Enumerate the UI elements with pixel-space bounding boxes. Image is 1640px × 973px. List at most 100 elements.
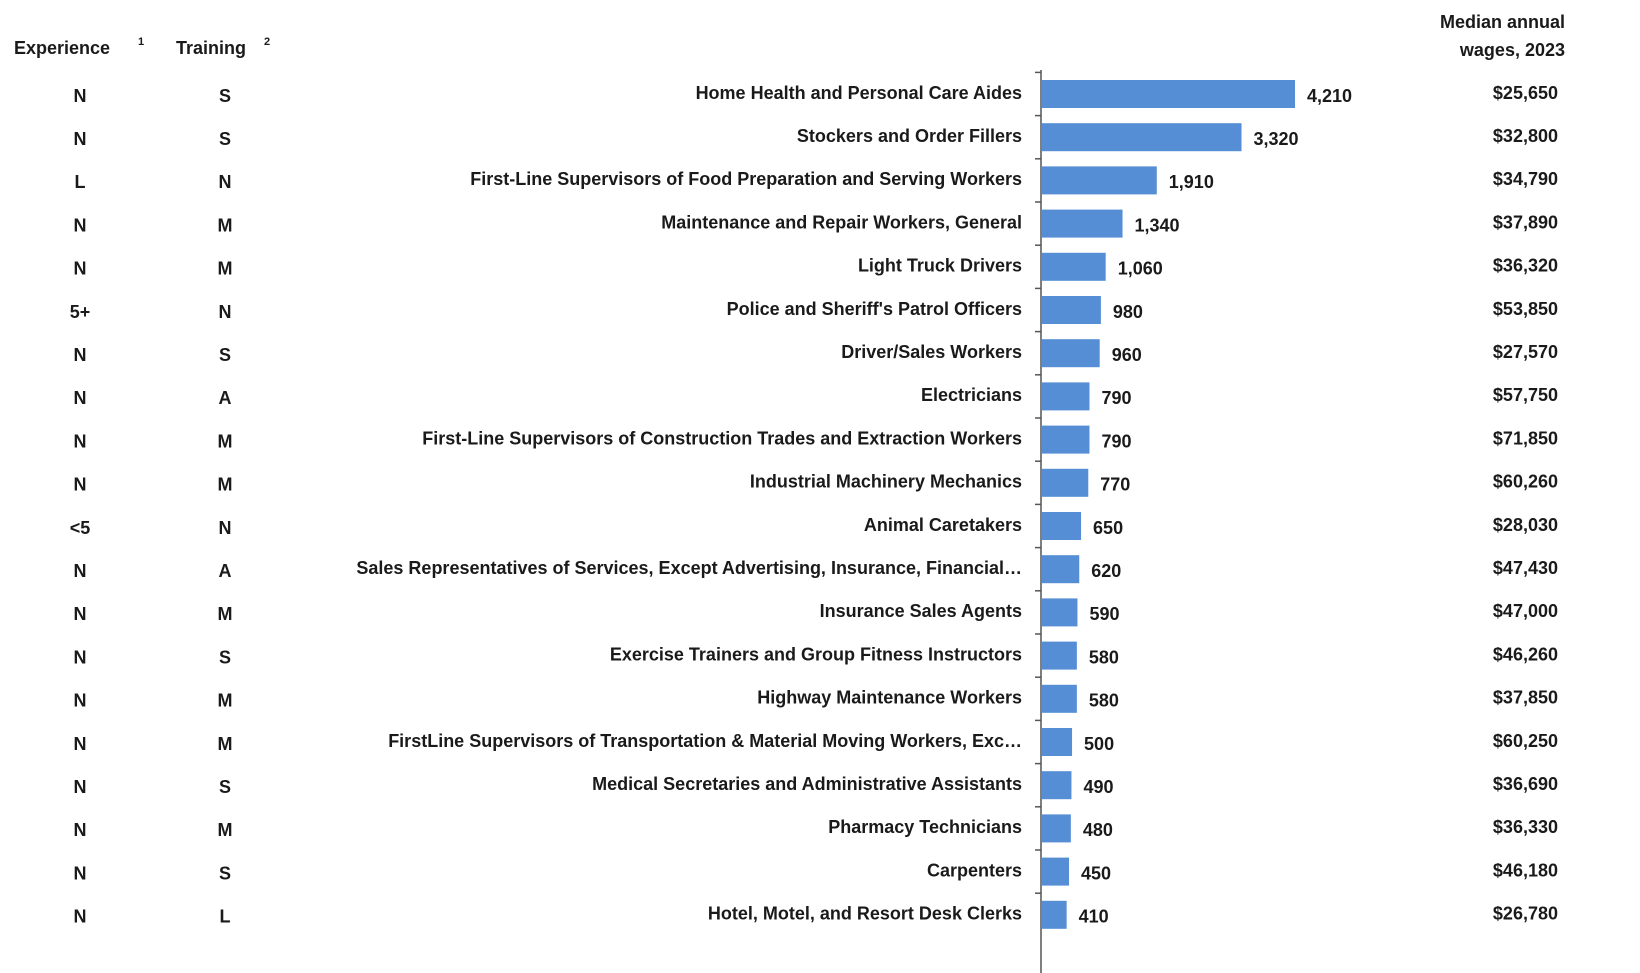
category-label: Animal Caretakers bbox=[864, 515, 1022, 535]
experience: N bbox=[74, 475, 87, 495]
bar bbox=[1042, 771, 1072, 800]
training: N bbox=[219, 518, 232, 538]
training: M bbox=[218, 259, 233, 279]
wage: $37,890 bbox=[1493, 212, 1558, 232]
experience: N bbox=[74, 259, 87, 279]
value-label: 790 bbox=[1101, 388, 1131, 408]
wage: $26,780 bbox=[1493, 904, 1558, 924]
training: M bbox=[218, 691, 233, 711]
training: L bbox=[220, 907, 231, 927]
training: M bbox=[218, 475, 233, 495]
bar bbox=[1042, 296, 1101, 324]
value-label: 4,210 bbox=[1307, 86, 1352, 106]
training: S bbox=[219, 863, 231, 883]
value-label: 1,060 bbox=[1118, 259, 1163, 279]
value-label: 480 bbox=[1083, 820, 1113, 840]
training: S bbox=[219, 129, 231, 149]
category-label: Electricians bbox=[921, 385, 1022, 405]
value-label: 3,320 bbox=[1254, 129, 1299, 149]
experience: N bbox=[74, 86, 87, 106]
wage: $37,850 bbox=[1493, 688, 1558, 708]
bar bbox=[1042, 166, 1157, 195]
category-label: Highway Maintenance Workers bbox=[757, 688, 1022, 708]
category-label: Carpenters bbox=[927, 860, 1022, 880]
value-label: 1,340 bbox=[1135, 215, 1180, 235]
bar bbox=[1042, 900, 1067, 929]
value-label: 980 bbox=[1113, 302, 1143, 322]
wage: $36,690 bbox=[1493, 774, 1558, 794]
bar bbox=[1042, 252, 1106, 281]
experience: N bbox=[74, 561, 87, 581]
experience-note: 1 bbox=[138, 36, 144, 48]
category-label: Driver/Sales Workers bbox=[841, 342, 1022, 362]
training: N bbox=[219, 302, 232, 322]
wage: $60,260 bbox=[1493, 472, 1558, 492]
value-label: 960 bbox=[1112, 345, 1142, 365]
experience: 5+ bbox=[70, 302, 91, 322]
value-label: 580 bbox=[1089, 647, 1119, 667]
experience: N bbox=[74, 734, 87, 754]
value-label: 1,910 bbox=[1169, 172, 1214, 192]
bar bbox=[1042, 641, 1077, 670]
experience: N bbox=[74, 907, 87, 927]
bar bbox=[1042, 598, 1078, 627]
bar bbox=[1042, 80, 1295, 108]
value-label: 590 bbox=[1089, 604, 1119, 624]
experience: N bbox=[74, 129, 87, 149]
training: S bbox=[219, 86, 231, 106]
category-label: Light Truck Drivers bbox=[858, 256, 1022, 276]
category-label: Sales Representatives of Services, Excep… bbox=[356, 558, 1022, 578]
training-note: 2 bbox=[264, 36, 270, 48]
category-label: Insurance Sales Agents bbox=[820, 601, 1022, 621]
training: S bbox=[219, 647, 231, 667]
wages-header: wages, 2023 bbox=[1459, 40, 1565, 60]
wage: $57,750 bbox=[1493, 385, 1558, 405]
experience: N bbox=[74, 215, 87, 235]
experience: N bbox=[74, 388, 87, 408]
category-label: Stockers and Order Fillers bbox=[797, 126, 1022, 146]
category-label: First-Line Supervisors of Construction T… bbox=[422, 428, 1022, 448]
bar bbox=[1042, 468, 1089, 497]
training: M bbox=[218, 734, 233, 754]
value-label: 650 bbox=[1093, 518, 1123, 538]
experience: N bbox=[74, 345, 87, 365]
experience: N bbox=[74, 863, 87, 883]
value-label: 450 bbox=[1081, 863, 1111, 883]
training: A bbox=[219, 561, 232, 581]
category-label: FirstLine Supervisors of Transportation … bbox=[388, 731, 1022, 751]
bar bbox=[1042, 382, 1090, 411]
experience: <5 bbox=[70, 518, 91, 538]
training: M bbox=[218, 431, 233, 451]
wage: $36,330 bbox=[1493, 817, 1558, 837]
wage: $60,250 bbox=[1493, 731, 1558, 751]
bar bbox=[1042, 684, 1077, 713]
category-label: Home Health and Personal Care Aides bbox=[696, 83, 1022, 103]
training: N bbox=[219, 172, 232, 192]
value-label: 790 bbox=[1101, 431, 1131, 451]
value-label: 490 bbox=[1083, 777, 1113, 797]
wage: $71,850 bbox=[1493, 428, 1558, 448]
training: M bbox=[218, 820, 233, 840]
experience: N bbox=[74, 431, 87, 451]
bar bbox=[1042, 857, 1070, 886]
category-label: Industrial Machinery Mechanics bbox=[750, 472, 1022, 492]
value-label: 500 bbox=[1084, 734, 1114, 754]
wage: $46,180 bbox=[1493, 860, 1558, 880]
experience: L bbox=[75, 172, 86, 192]
bar bbox=[1042, 339, 1100, 368]
wage: $34,790 bbox=[1493, 169, 1558, 189]
wage: $36,320 bbox=[1493, 256, 1558, 276]
bar bbox=[1042, 555, 1080, 584]
category-label: Pharmacy Technicians bbox=[828, 817, 1022, 837]
bar bbox=[1042, 123, 1242, 152]
bar bbox=[1042, 728, 1073, 756]
value-label: 770 bbox=[1100, 475, 1130, 495]
training: M bbox=[218, 215, 233, 235]
wage: $28,030 bbox=[1493, 515, 1558, 535]
experience: N bbox=[74, 647, 87, 667]
training: A bbox=[219, 388, 232, 408]
wage: $27,570 bbox=[1493, 342, 1558, 362]
category-label: First-Line Supervisors of Food Preparati… bbox=[470, 169, 1022, 189]
category-label: Police and Sheriff's Patrol Officers bbox=[727, 299, 1022, 319]
